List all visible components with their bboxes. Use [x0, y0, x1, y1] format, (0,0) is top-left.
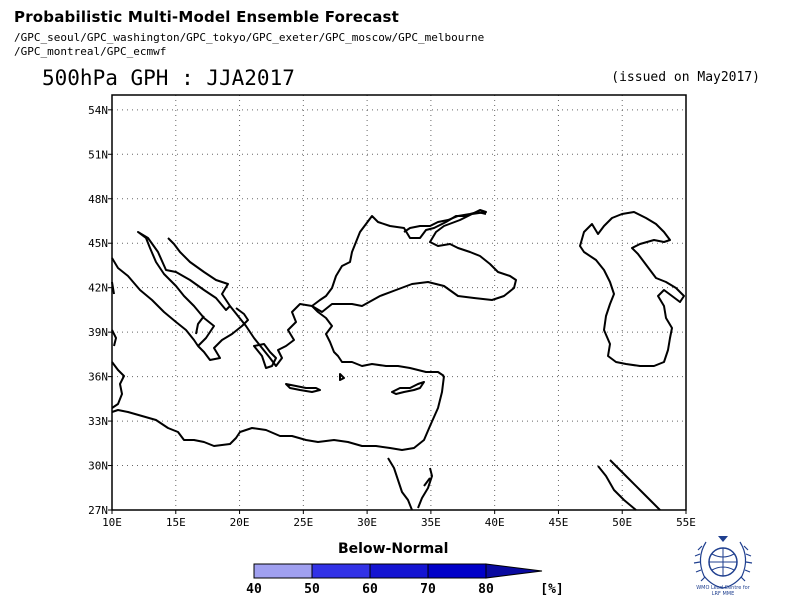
lon-tick-label: 30E	[357, 516, 377, 529]
legend-swatch	[427, 563, 487, 579]
lon-tick-label: 40E	[485, 516, 505, 529]
lat-tick-label: 42N	[88, 282, 108, 295]
longitude-labels: 10E 15E 20E 25E 30E 35E 40E 45E 50E 55E	[102, 516, 696, 529]
grid-lines	[112, 95, 686, 510]
legend-swatch	[253, 563, 313, 579]
legend-arrow	[485, 563, 543, 579]
legend-unit: [%]	[540, 582, 563, 597]
coastline-cyprus	[391, 381, 425, 395]
wmo-emblem-icon	[693, 536, 753, 589]
coastline-levant	[111, 375, 445, 451]
coastline-peloponnese	[253, 343, 277, 369]
lon-tick-label: 20E	[230, 516, 250, 529]
coastline-sinai-red-sea	[387, 457, 433, 511]
lon-tick-label: 50E	[612, 516, 632, 529]
coastline-crimea	[403, 211, 487, 233]
models-line-2: /GPC_montreal/GPC_ecmwf	[14, 45, 167, 58]
logo-text-line-2: LRF MME	[711, 591, 735, 597]
lon-tick-label: 10E	[102, 516, 122, 529]
chart-title: Probabilistic Multi-Model Ensemble Forec…	[14, 8, 400, 26]
coastline-caspian	[579, 211, 685, 367]
legend-title: Below-Normal	[338, 541, 449, 557]
lat-tick-label: 45N	[88, 237, 108, 250]
lon-tick-label: 15E	[166, 516, 186, 529]
lon-tick-label: 35E	[421, 516, 441, 529]
lat-tick-label: 36N	[88, 371, 108, 384]
lat-tick-label: 33N	[88, 415, 108, 428]
map-subtitle: 500hPa GPH : JJA2017	[42, 66, 295, 90]
lon-tick-label: 25E	[293, 516, 313, 529]
legend-swatch	[311, 563, 371, 579]
legend-label: 60	[362, 582, 378, 597]
coastline-balkans	[229, 303, 445, 377]
logo-text-line-1: WMO Lead Centre for	[696, 585, 750, 591]
color-legend: 40 50 60 70 80 [%]	[246, 563, 564, 597]
coastline-africa-west	[111, 361, 125, 409]
lat-tick-label: 54N	[88, 104, 108, 117]
lat-tick-label: 27N	[88, 504, 108, 517]
legend-swatch	[369, 563, 429, 579]
coastlines	[111, 209, 685, 511]
lat-tick-label: 51N	[88, 148, 108, 161]
coastline-rhodes	[339, 373, 345, 381]
legend-label: 80	[478, 582, 494, 597]
wmo-logo-text: WMO Lead Centre for LRF MME	[684, 585, 762, 597]
lon-tick-label: 55E	[676, 516, 696, 529]
coastline-north-med	[111, 231, 249, 361]
lat-tick-label: 30N	[88, 460, 108, 473]
map-frame	[111, 94, 687, 511]
issued-date: (issued on May2017)	[611, 70, 760, 85]
coastline-black-sea	[311, 209, 517, 313]
lon-tick-label: 45E	[549, 516, 569, 529]
legend-label: 40	[246, 582, 262, 597]
legend-label: 70	[420, 582, 436, 597]
coastline-gulf	[597, 459, 661, 511]
models-line-1: /GPC_seoul/GPC_washington/GPC_tokyo/GPC_…	[14, 31, 485, 44]
axis-ticks	[108, 109, 687, 514]
latitude-labels: 27N 30N 33N 36N 39N 42N 45N 48N 51N 54N	[88, 104, 108, 517]
lat-tick-label: 48N	[88, 193, 108, 206]
lat-tick-label: 39N	[88, 326, 108, 339]
legend-label: 50	[304, 582, 320, 597]
coastline-crete	[285, 383, 321, 393]
